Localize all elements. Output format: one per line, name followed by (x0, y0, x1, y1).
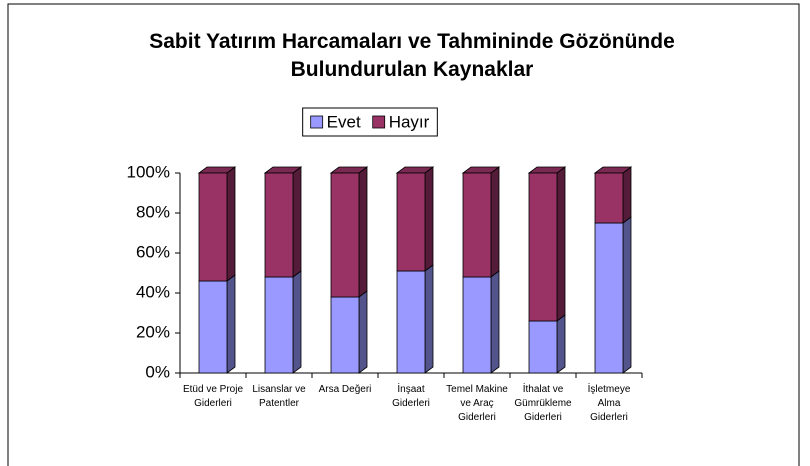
bar-side (226, 166, 236, 282)
bar-side (226, 274, 236, 374)
bar (528, 172, 558, 322)
bar (330, 172, 360, 298)
x-tick-label: Etüd ve Proje Giderleri (183, 384, 243, 409)
bar (396, 172, 426, 272)
bar-side (490, 166, 500, 278)
x-tick-label: Lisanslar ve Patentler (252, 384, 306, 409)
legend: Evet Hayır (302, 107, 438, 137)
y-tick-label: 60% (136, 242, 170, 261)
bar-side (490, 270, 500, 374)
legend-frame (302, 107, 438, 137)
x-tick-label: İnşaat Giderleri (392, 382, 430, 409)
bar-side (358, 166, 368, 298)
legend-swatch (372, 115, 386, 129)
bar (462, 276, 492, 374)
bar-side (424, 264, 434, 374)
bar (396, 270, 426, 374)
y-tick-label: 80% (136, 202, 170, 221)
bar-side (556, 314, 566, 374)
x-tick-label: Temel Makine ve Araç Giderleri (446, 384, 508, 423)
x-tick-label: Arsa Değeri (319, 384, 372, 395)
chart-title: Sabit Yatırım Harcamaları ve Tahmininde … (149, 30, 675, 81)
bar-side (622, 216, 632, 374)
bar (198, 280, 228, 374)
y-tick-label: 40% (136, 282, 170, 301)
bar-side (622, 166, 632, 224)
bar (528, 320, 558, 374)
bar-side (358, 290, 368, 374)
bar-side (292, 166, 302, 278)
bar (264, 276, 294, 374)
x-tick-label: İşletmeye Alma Giderleri (588, 382, 631, 423)
legend-label: Hayır (389, 112, 430, 131)
bar (264, 172, 294, 278)
bar-side (292, 270, 302, 374)
bar-side (556, 166, 566, 322)
bar (594, 222, 624, 374)
y-tick-label: 0% (145, 362, 170, 381)
y-tick-label: 20% (136, 322, 170, 341)
bar (330, 296, 360, 374)
bar (198, 172, 228, 282)
x-tick-label: İthalat ve Gümrükleme Giderleri (514, 382, 572, 423)
legend-swatch (310, 115, 324, 129)
bar-side (424, 166, 434, 272)
bar (462, 172, 492, 278)
y-tick-label: 100% (127, 162, 170, 181)
legend-label: Evet (327, 112, 361, 131)
bar (594, 172, 624, 224)
